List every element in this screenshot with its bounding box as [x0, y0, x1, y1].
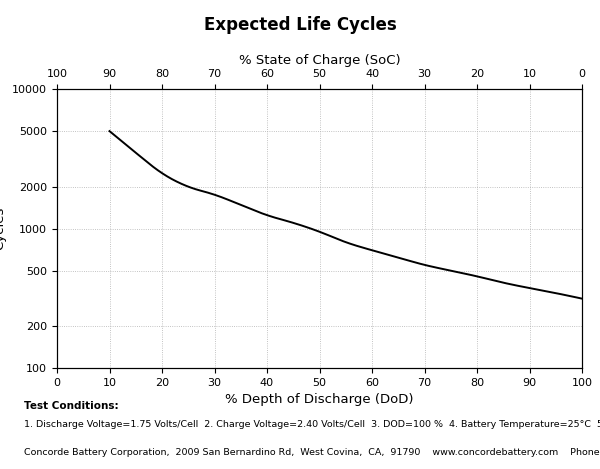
Text: Test Conditions:: Test Conditions:: [24, 401, 119, 411]
Text: Expected Life Cycles: Expected Life Cycles: [203, 16, 397, 34]
Text: Concorde Battery Corporation,  2009 San Bernardino Rd,  West Covina,  CA,  91790: Concorde Battery Corporation, 2009 San B…: [24, 448, 600, 457]
X-axis label: % Depth of Discharge (DoD): % Depth of Discharge (DoD): [225, 393, 414, 407]
X-axis label: % State of Charge (SoC): % State of Charge (SoC): [239, 54, 400, 67]
Y-axis label: Cycles: Cycles: [0, 207, 7, 250]
Text: 1. Discharge Voltage=1.75 Volts/Cell  2. Charge Voltage=2.40 Volts/Cell  3. DOD=: 1. Discharge Voltage=1.75 Volts/Cell 2. …: [24, 420, 600, 429]
